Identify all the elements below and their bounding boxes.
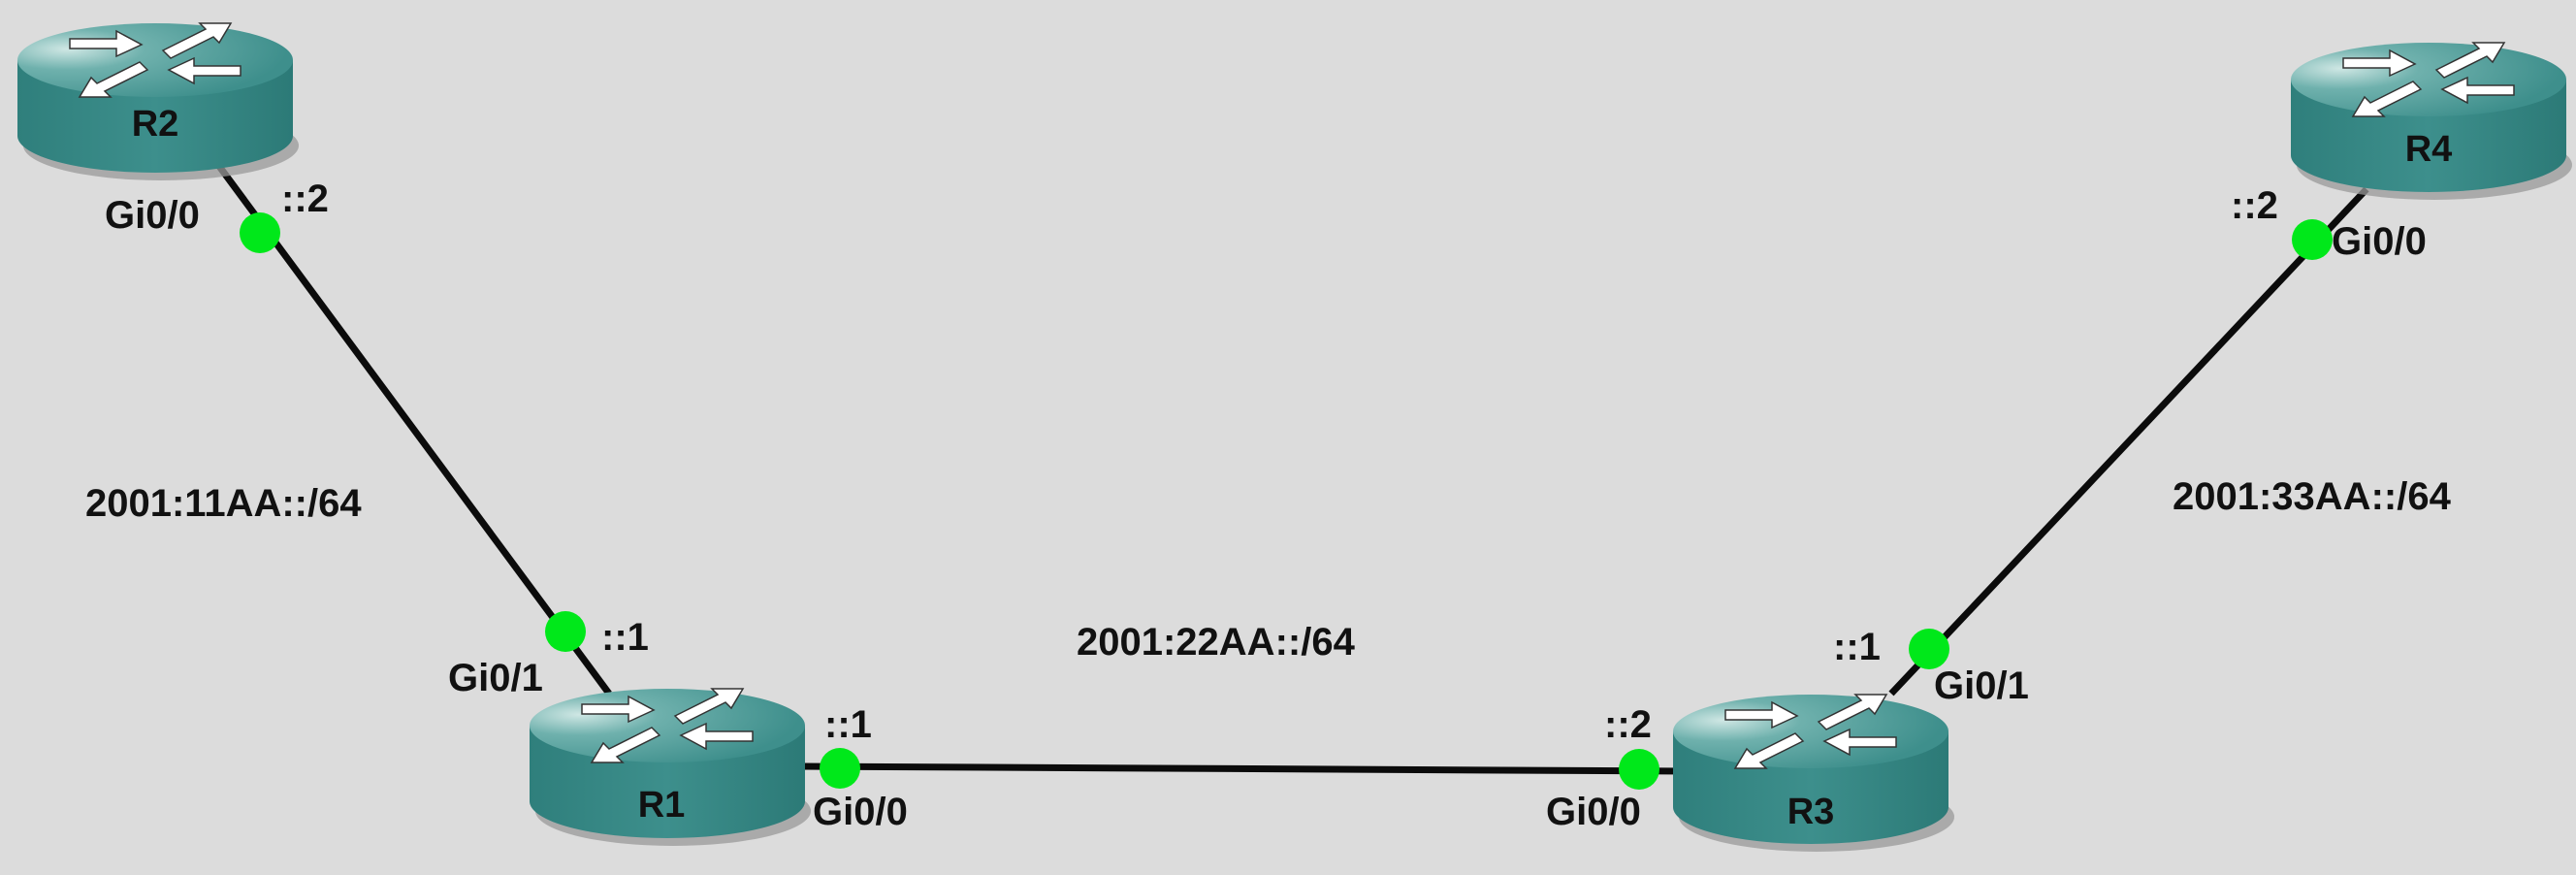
router-r4[interactable]: R4 [2290,42,2573,201]
network-label-r1-r3: 2001:22AA::/64 [1077,621,1356,664]
link-r1-r2 [215,162,612,697]
router-icon [2290,42,2573,201]
interface-name-r1-gi00: Gi0/0 [813,791,908,833]
router-label: R2 [132,104,179,145]
interface-name-r4-gi00: Gi0/0 [2332,220,2427,263]
router-label: R3 [1787,792,1835,832]
interface-addr-r2-gi00: ::2 [281,178,329,220]
interface-name-r1-gi01: Gi0/1 [448,657,543,699]
link-r3-r4 [1888,186,2369,697]
port-dot-r1-gi01[interactable] [545,611,586,652]
interface-addr-r1-gi00: ::1 [824,703,872,746]
link-r1-r3 [799,762,1689,775]
router-r1[interactable]: R1 [529,688,812,847]
router-r2[interactable]: R2 [16,22,300,181]
port-dot-r3-gi00[interactable] [1619,749,1659,790]
port-dot-r4-gi00[interactable] [2292,219,2333,260]
port-dot-r3-gi01[interactable] [1909,629,1949,669]
interface-addr-r3-gi00: ::2 [1604,703,1652,746]
router-label: R1 [638,785,686,826]
router-r3[interactable]: R3 [1672,694,1955,853]
interface-addr-r3-gi01: ::1 [1833,626,1881,668]
network-label-r1-r2: 2001:11AA::/64 [85,482,362,525]
network-label-r3-r4: 2001:33AA::/64 [2173,475,2452,518]
interface-name-r3-gi00: Gi0/0 [1546,791,1641,833]
interface-name-r3-gi01: Gi0/1 [1934,664,2029,707]
port-dot-r1-gi00[interactable] [820,748,860,789]
interface-addr-r4-gi00: ::2 [2231,184,2278,227]
router-label: R4 [2405,129,2453,170]
links [215,162,2369,775]
interface-addr-r1-gi01: ::1 [601,616,649,659]
ports [240,212,2333,790]
port-dot-r2-gi00[interactable] [240,212,280,253]
interface-name-r2-gi00: Gi0/0 [105,194,200,237]
router-icon [16,22,300,181]
